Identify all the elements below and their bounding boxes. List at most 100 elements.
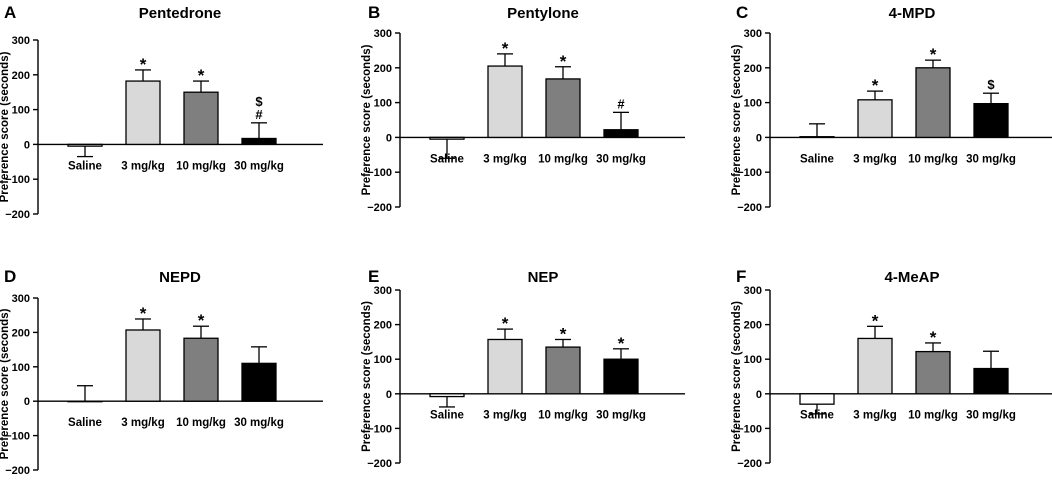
bar — [429, 136, 465, 140]
significance-marker: * — [930, 328, 937, 347]
category-label: 3 mg/kg — [483, 410, 526, 422]
significance-marker: # — [617, 96, 625, 111]
y-tick-label: 200 — [744, 63, 762, 75]
category-label: 3 mg/kg — [483, 153, 526, 165]
bar — [487, 65, 523, 139]
bar — [857, 99, 893, 139]
category-label: Saline — [800, 153, 834, 165]
y-tick-label: 100 — [12, 362, 30, 374]
bar — [429, 393, 465, 398]
y-axis-label: Preference score (seconds) — [731, 301, 743, 452]
chart-title: Pentylone — [507, 5, 579, 22]
category-label: Saline — [68, 160, 102, 172]
significance-marker: * — [140, 55, 147, 74]
chart-title: Pentedrone — [139, 5, 222, 22]
y-tick-label: 100 — [744, 354, 762, 366]
bar — [973, 102, 1009, 139]
category-label: 30 mg/kg — [234, 417, 284, 429]
chart-title: 4-MPD — [889, 5, 936, 22]
category-label: 3 mg/kg — [853, 153, 896, 165]
y-tick-label: 0 — [386, 132, 392, 144]
category-label: 10 mg/kg — [908, 153, 958, 165]
category-label: Saline — [430, 410, 464, 422]
significance-marker: * — [198, 311, 205, 330]
bar — [915, 350, 951, 395]
panel-b: B Pentylone Preference score (seconds) −200… — [361, 3, 685, 214]
bar — [545, 78, 581, 139]
category-label: 10 mg/kg — [538, 410, 588, 422]
y-tick-label: 100 — [12, 105, 30, 117]
significance-marker: * — [872, 311, 879, 330]
category-label: Saline — [430, 153, 464, 165]
y-tick-label: 200 — [744, 320, 762, 332]
significance-marker: * — [930, 45, 937, 64]
significance-marker: * — [560, 324, 567, 343]
y-tick-label: 200 — [12, 327, 30, 339]
y-tick-label: −100 — [5, 431, 30, 443]
significance-marker: * — [560, 52, 567, 71]
y-tick-label: 200 — [12, 70, 30, 82]
panel-letter: C — [736, 3, 748, 22]
bar — [915, 67, 951, 139]
category-label: 10 mg/kg — [908, 410, 958, 422]
y-tick-label: 300 — [374, 285, 392, 297]
bar — [241, 137, 277, 146]
y-tick-label: 0 — [386, 389, 392, 401]
bar — [125, 329, 161, 402]
bar — [241, 362, 277, 402]
panel-letter: D — [4, 267, 16, 286]
y-tick-label: 300 — [744, 28, 762, 40]
panel-letter: F — [736, 267, 746, 286]
y-tick-label: 100 — [374, 354, 392, 366]
significance-marker: * — [502, 314, 509, 333]
panel-c: C 4-MPD Preference score (seconds) −200 −100… — [731, 3, 1052, 214]
significance-marker: * — [502, 39, 509, 58]
significance-marker: * — [140, 304, 147, 323]
bar — [545, 346, 581, 395]
y-tick-label: 300 — [12, 35, 30, 47]
y-tick-label: 0 — [756, 132, 762, 144]
chart-title: NEP — [528, 269, 559, 286]
bar — [487, 338, 523, 395]
bar — [603, 358, 639, 395]
category-label: 30 mg/kg — [966, 153, 1016, 165]
panel-letter: A — [4, 3, 16, 22]
y-tick-label: −200 — [5, 209, 30, 221]
category-label: Saline — [68, 417, 102, 429]
y-axis-label: Preference score (seconds) — [361, 301, 373, 452]
category-label: 10 mg/kg — [538, 153, 588, 165]
bar — [799, 393, 835, 405]
significance-marker: * — [618, 334, 625, 353]
y-tick-label: 0 — [24, 139, 30, 151]
category-label: 3 mg/kg — [121, 160, 164, 172]
y-tick-label: −200 — [737, 202, 762, 214]
bar — [125, 80, 161, 146]
bar — [183, 337, 219, 402]
y-tick-label: 300 — [744, 285, 762, 297]
y-tick-label: −100 — [367, 423, 392, 435]
chart-title: NEPD — [159, 269, 201, 286]
category-label: 30 mg/kg — [596, 153, 646, 165]
category-label: 30 mg/kg — [966, 410, 1016, 422]
y-tick-label: −100 — [5, 174, 30, 186]
category-label: 10 mg/kg — [176, 160, 226, 172]
y-tick-label: −200 — [737, 458, 762, 470]
y-tick-label: 300 — [12, 293, 30, 305]
category-label: 30 mg/kg — [596, 410, 646, 422]
bar — [857, 337, 893, 395]
y-tick-label: 200 — [374, 63, 392, 75]
y-axis-label: Preference score (seconds) — [0, 51, 11, 202]
category-label: 30 mg/kg — [234, 160, 284, 172]
y-tick-label: 100 — [744, 98, 762, 110]
panel-f: F 4-MeAP Preference score (seconds) −200 −10… — [731, 267, 1052, 470]
y-axis-label: Preference score (seconds) — [731, 44, 743, 195]
chart-title: 4-MeAP — [884, 269, 939, 286]
y-axis-label: Preference score (seconds) — [0, 308, 11, 459]
significance-marker: # — [255, 107, 263, 122]
y-tick-label: −100 — [737, 423, 762, 435]
panel-letter: E — [368, 267, 379, 286]
significance-marker: $ — [255, 94, 263, 109]
significance-marker: $ — [987, 77, 995, 92]
